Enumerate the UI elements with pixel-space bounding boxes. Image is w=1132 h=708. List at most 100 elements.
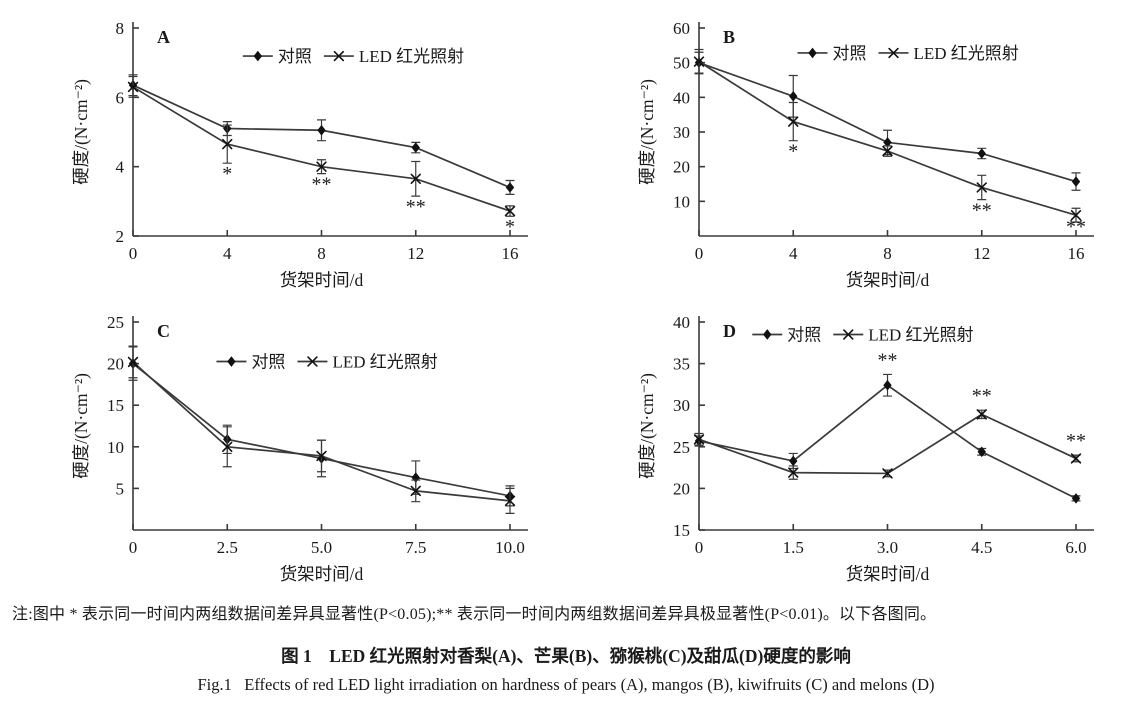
y-axis-label: 硬度/(N·cm⁻²): [71, 373, 91, 479]
x-axis-label: 货架时间/d: [846, 270, 930, 290]
svg-text:8: 8: [317, 244, 326, 263]
x-axis-label: 货架时间/d: [846, 564, 930, 584]
svg-text:0: 0: [695, 244, 704, 263]
svg-text:1.5: 1.5: [783, 538, 804, 557]
significance-marks: ** ** **: [878, 349, 1087, 452]
chart-a-svg: 2 4 6 8 0 4 8 12 16 A 硬度/(N·cm⁻²) 货架时间/d 对照 LED 红光照射 *…: [71, 19, 528, 290]
svg-text:*: *: [505, 216, 515, 238]
svg-text:3.0: 3.0: [877, 538, 898, 557]
svg-text:4: 4: [116, 158, 125, 177]
chart-panel-d: 15 20 25 30 35 40 0 1.5 3.0 4.5 6.0 D 硬度/(N·cm⁻²) 货架时…: [624, 302, 1104, 594]
series-led: [127, 75, 516, 217]
y-axis-label: 硬度/(N·cm⁻²): [637, 79, 657, 185]
panel-label: C: [157, 321, 170, 341]
legend: 对照 LED 红光照射: [242, 47, 464, 66]
svg-text:8: 8: [116, 19, 125, 38]
axes: [132, 316, 528, 531]
svg-text:20: 20: [107, 355, 124, 374]
svg-text:**: **: [406, 196, 426, 218]
svg-text:15: 15: [673, 521, 690, 540]
svg-text:4.5: 4.5: [971, 538, 992, 557]
svg-text:10: 10: [107, 438, 124, 457]
svg-text:30: 30: [673, 123, 690, 142]
svg-text:LED 红光照射: LED 红光照射: [868, 325, 973, 344]
svg-text:4: 4: [789, 244, 798, 263]
figure-caption-zh: 图 1 LED 红光照射对香梨(A)、芒果(B)、猕猴桃(C)及甜瓜(D)硬度的…: [281, 646, 851, 666]
svg-text:10: 10: [673, 192, 690, 211]
svg-text:**: **: [1066, 430, 1086, 452]
significance-marks: *****: [788, 141, 1086, 238]
svg-text:**: **: [312, 174, 332, 196]
series-control: [694, 51, 1081, 191]
axes: [698, 316, 1094, 531]
series-control: [694, 373, 1081, 504]
panel-label: D: [723, 321, 736, 341]
chart-panel-c: 5 10 15 20 25 0 2.5 5.0 7.5 10.0 C 硬度/(N·cm⁻²) 货架时间/…: [58, 302, 538, 594]
svg-text:**: **: [1066, 216, 1086, 238]
svg-text:对照: 对照: [278, 47, 312, 66]
series-led: [693, 48, 1082, 223]
svg-text:20: 20: [673, 479, 690, 498]
chart-panel-b: 10 20 30 40 50 60 0 4 8 12 16 B 硬度/(N·cm⁻²) 货架时间/d 对照 L…: [624, 8, 1104, 300]
svg-text:20: 20: [673, 158, 690, 177]
svg-text:40: 40: [673, 88, 690, 107]
svg-text:5.0: 5.0: [311, 538, 332, 557]
series-control: [128, 346, 515, 507]
svg-text:40: 40: [673, 313, 690, 332]
svg-text:0: 0: [129, 244, 138, 263]
svg-text:50: 50: [673, 54, 690, 73]
svg-text:LED 红光照射: LED 红光照射: [359, 47, 464, 66]
svg-text:对照: 对照: [251, 353, 285, 372]
svg-text:*: *: [788, 141, 798, 163]
svg-text:35: 35: [673, 355, 690, 374]
svg-text:5: 5: [116, 479, 125, 498]
svg-text:**: **: [878, 349, 898, 371]
svg-text:2.5: 2.5: [217, 538, 238, 557]
svg-text:LED 红光照射: LED 红光照射: [332, 353, 437, 372]
svg-text:6: 6: [116, 88, 125, 107]
svg-text:4: 4: [223, 244, 232, 263]
chart-b-svg: 10 20 30 40 50 60 0 4 8 12 16 B 硬度/(N·cm⁻²) 货架时间/d 对照 L…: [637, 19, 1094, 290]
panel-label: B: [723, 27, 735, 47]
svg-text:12: 12: [407, 244, 424, 263]
svg-text:*: *: [222, 163, 232, 185]
svg-text:**: **: [972, 200, 992, 222]
svg-text:16: 16: [1068, 244, 1085, 263]
svg-text:对照: 对照: [787, 325, 821, 344]
svg-text:12: 12: [973, 244, 990, 263]
svg-text:6.0: 6.0: [1065, 538, 1086, 557]
chart-panel-a: 2 4 6 8 0 4 8 12 16 A 硬度/(N·cm⁻²) 货架时间/d 对照 LED 红光照射 *…: [58, 8, 538, 300]
svg-text:25: 25: [673, 438, 690, 457]
svg-text:8: 8: [883, 244, 892, 263]
legend: 对照 LED 红光照射: [216, 353, 438, 372]
y-axis-label: 硬度/(N·cm⁻²): [71, 79, 91, 185]
x-axis-label: 货架时间/d: [280, 564, 364, 584]
figure-note: 注:图中 * 表示同一时间内两组数据间差异具显著性(P<0.05);** 表示同…: [12, 606, 937, 623]
axes: [132, 22, 528, 237]
svg-text:0: 0: [695, 538, 704, 557]
series-led: [127, 345, 516, 514]
svg-text:15: 15: [107, 396, 124, 415]
chart-c-svg: 5 10 15 20 25 0 2.5 5.0 7.5 10.0 C 硬度/(N·cm⁻²) 货架时间/…: [71, 313, 528, 584]
significance-marks: ******: [222, 163, 515, 238]
panel-label: A: [157, 27, 170, 47]
y-axis-label: 硬度/(N·cm⁻²): [637, 373, 657, 479]
svg-text:对照: 对照: [833, 44, 867, 63]
series-led: [693, 409, 1082, 480]
svg-text:10.0: 10.0: [495, 538, 525, 557]
chart-d-svg: 15 20 25 30 35 40 0 1.5 3.0 4.5 6.0 D 硬度/(N·cm⁻²) 货架时…: [637, 313, 1094, 584]
x-axis-label: 货架时间/d: [280, 270, 364, 290]
svg-text:7.5: 7.5: [405, 538, 426, 557]
svg-text:2: 2: [116, 227, 125, 246]
svg-text:0: 0: [129, 538, 138, 557]
legend: 对照 LED 红光照射: [797, 44, 1019, 63]
svg-text:LED 红光照射: LED 红光照射: [914, 44, 1019, 63]
svg-text:**: **: [972, 385, 992, 407]
legend: 对照 LED 红光照射: [752, 325, 974, 344]
svg-text:30: 30: [673, 396, 690, 415]
svg-text:60: 60: [673, 19, 690, 38]
svg-text:16: 16: [502, 244, 519, 263]
svg-text:25: 25: [107, 313, 124, 332]
figure-caption-en: Fig.1 Effects of red LED light irradiati…: [197, 675, 935, 694]
